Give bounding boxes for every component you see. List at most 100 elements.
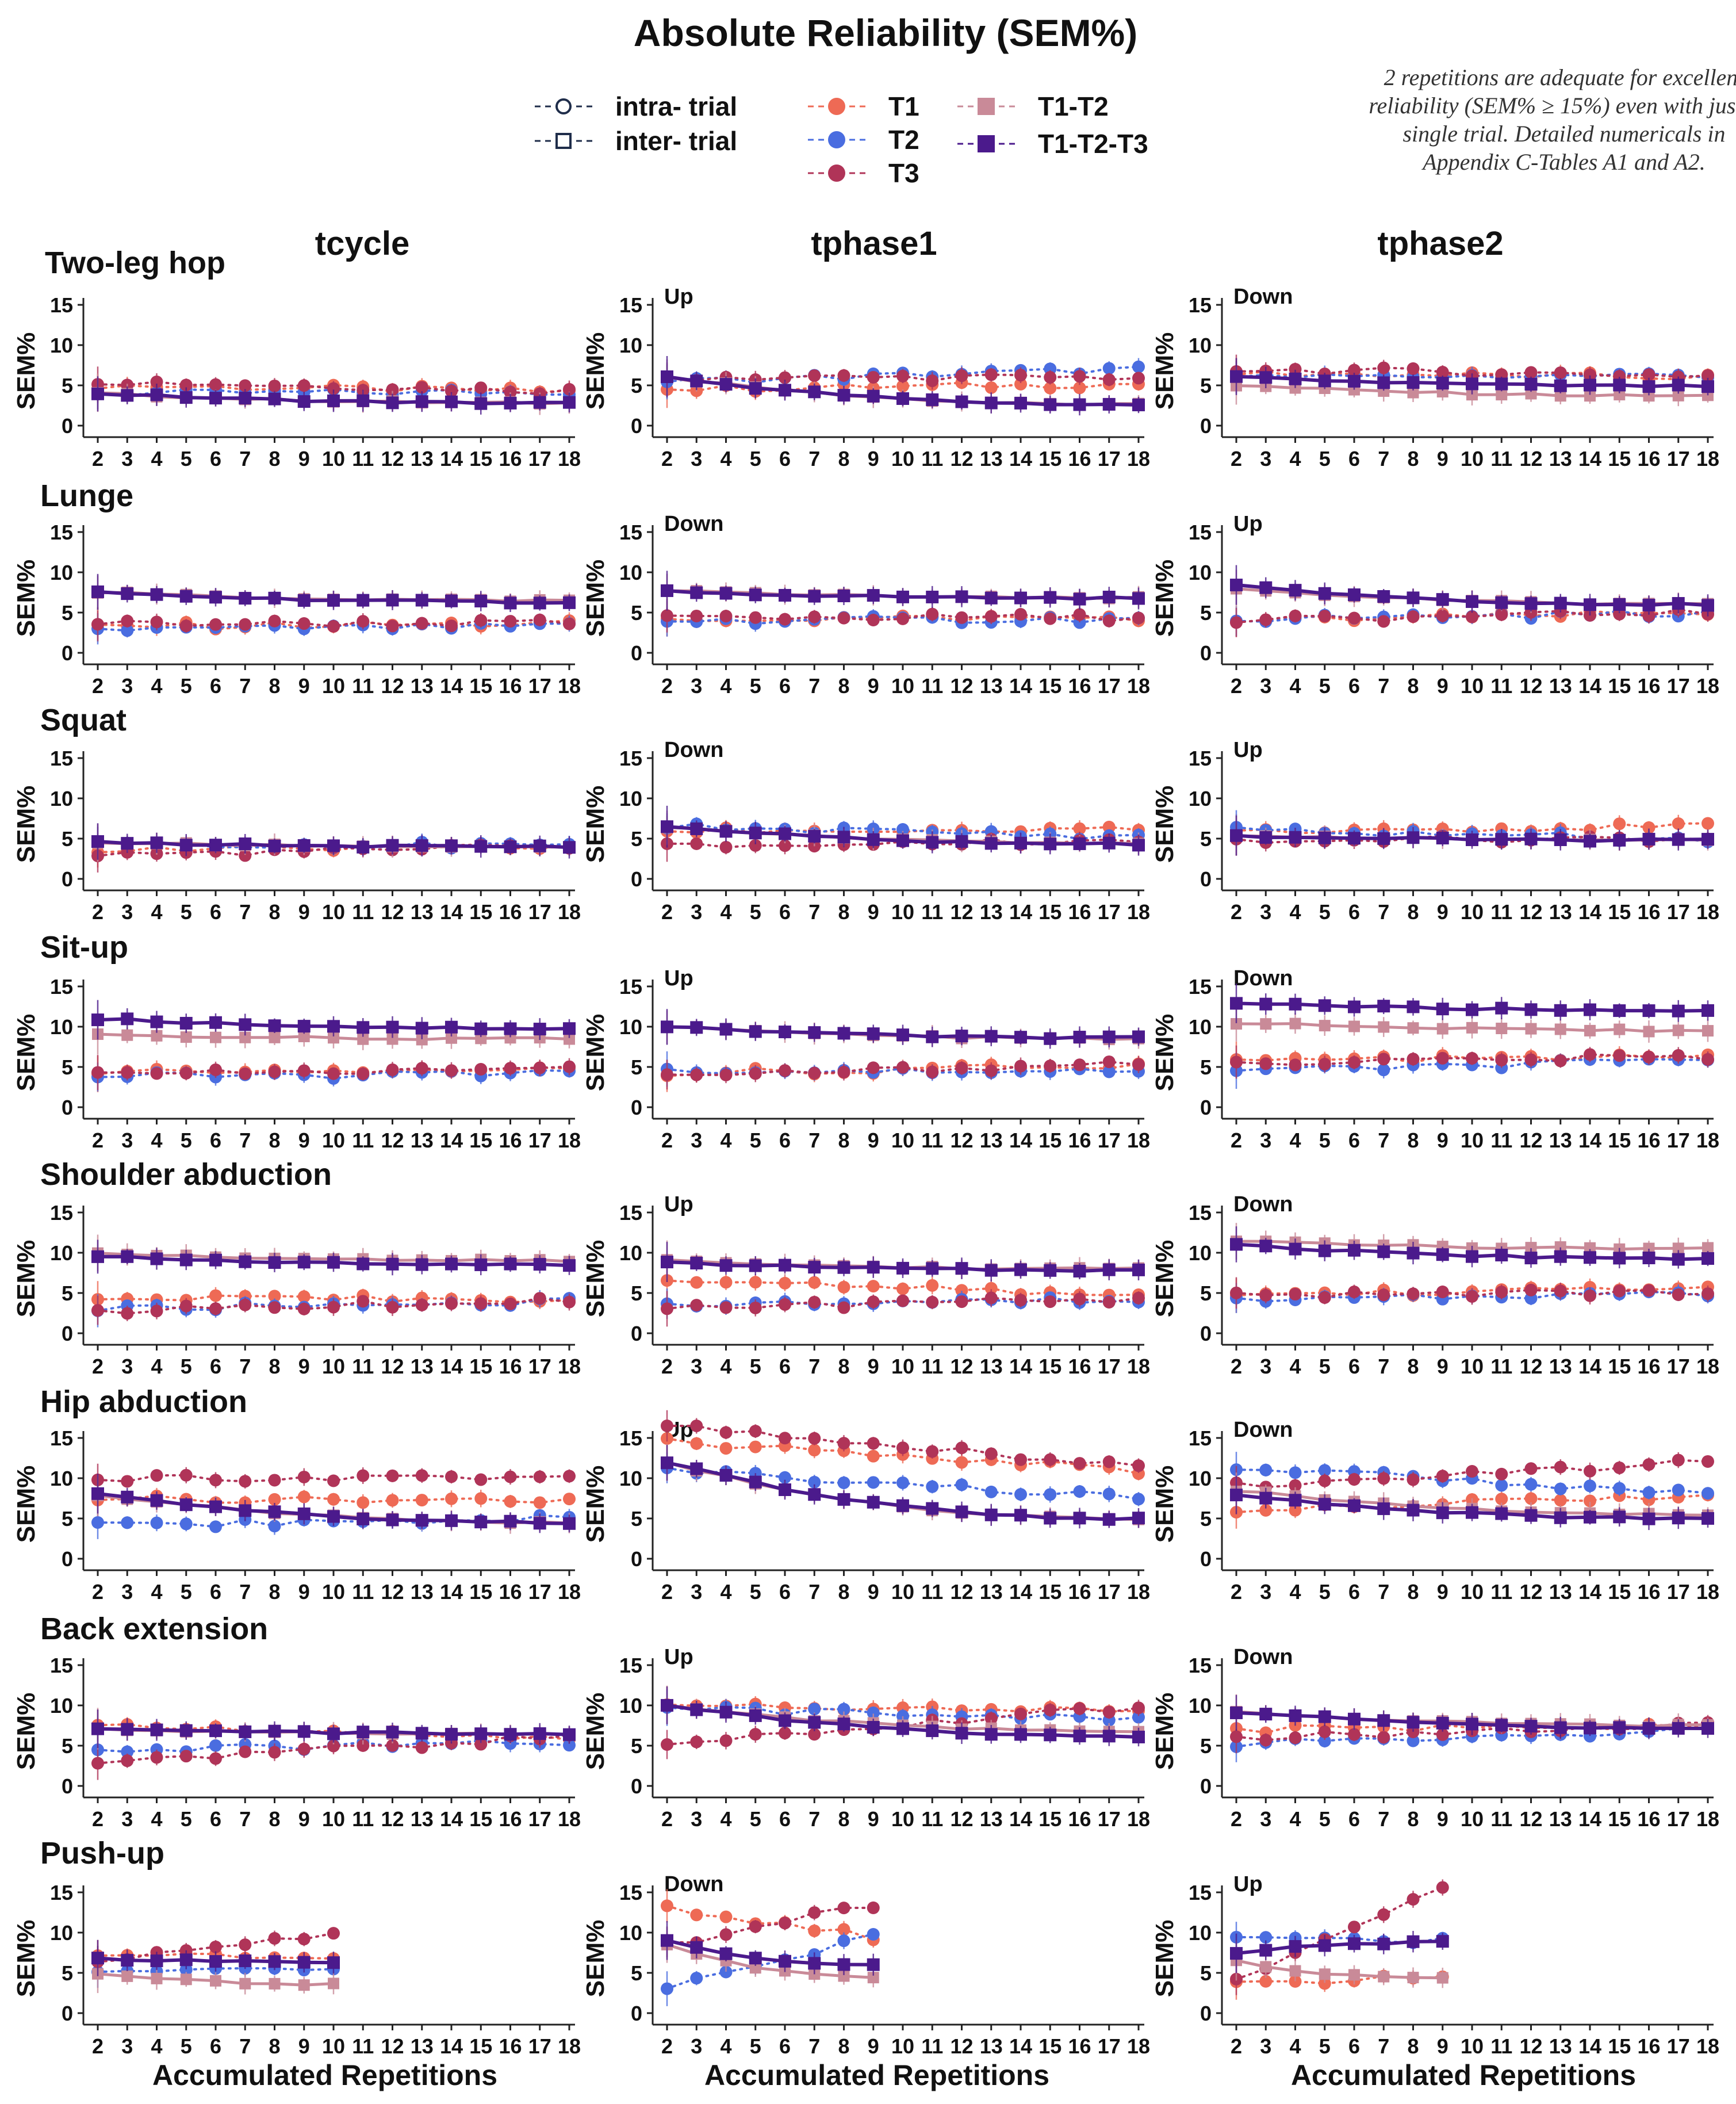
- data-point: [1014, 1294, 1027, 1307]
- x-tick-label: 2: [661, 1128, 673, 1152]
- data-point: [386, 1257, 399, 1271]
- data-point: [121, 1475, 134, 1488]
- data-point: [327, 394, 340, 407]
- data-point: [779, 1471, 791, 1484]
- x-tick-label: 12: [1519, 674, 1542, 698]
- data-point: [719, 1468, 733, 1482]
- data-point: [297, 1507, 311, 1520]
- data-point: [749, 1025, 762, 1038]
- y-tick-label: 10: [50, 561, 73, 584]
- x-tick-label: 13: [980, 1580, 1003, 1604]
- note-line: reliability (SEM% ≥ 15%) even with just …: [1369, 93, 1736, 118]
- data-point: [1642, 380, 1655, 393]
- x-tick-label: 15: [469, 1128, 492, 1152]
- x-tick-label: 11: [352, 1807, 374, 1831]
- data-point: [1289, 1504, 1302, 1517]
- data-point: [1613, 378, 1626, 392]
- data-point: [1672, 1512, 1685, 1525]
- x-tick-label: 12: [381, 2034, 404, 2058]
- x-tick-label: 10: [891, 1580, 914, 1604]
- data-point: [867, 1437, 880, 1450]
- data-point: [121, 1754, 134, 1768]
- data-point: [661, 1068, 673, 1081]
- data-point: [1613, 607, 1626, 621]
- data-point: [1701, 1053, 1714, 1066]
- data-point: [1613, 1721, 1626, 1734]
- data-point: [268, 614, 281, 628]
- data-point: [121, 389, 134, 402]
- data-point: [474, 840, 488, 853]
- data-point: [719, 587, 733, 600]
- data-point: [1102, 1513, 1116, 1526]
- x-tick-label: 18: [1696, 900, 1719, 924]
- data-point: [268, 379, 281, 392]
- x-tick-label: 2: [92, 900, 104, 924]
- data-point: [984, 1712, 998, 1725]
- data-point: [150, 588, 163, 601]
- x-tick-label: 2: [1231, 900, 1242, 924]
- data-point: [1642, 1050, 1655, 1064]
- y-tick-label: 0: [631, 867, 642, 891]
- data-point: [1496, 389, 1508, 401]
- x-tick-label: 5: [750, 1128, 761, 1152]
- x-tick-label: 3: [691, 900, 702, 924]
- data-point: [297, 1470, 311, 1483]
- data-point: [533, 613, 546, 626]
- x-tick-label: 10: [891, 447, 914, 470]
- x-tick-label: 8: [269, 1807, 280, 1831]
- data-point: [357, 1067, 370, 1080]
- series-t1-t2-t3: [1230, 1226, 1714, 1269]
- x-tick-label: 15: [1038, 1355, 1061, 1378]
- data-point: [564, 1033, 575, 1045]
- data-point: [1672, 389, 1684, 401]
- data-point: [837, 1476, 850, 1489]
- data-point: [896, 823, 909, 836]
- x-tick-label: 2: [661, 1807, 673, 1831]
- data-point: [268, 1493, 281, 1506]
- data-point: [268, 1256, 281, 1269]
- x-tick-label: 17: [1098, 1580, 1121, 1604]
- data-point: [1259, 371, 1273, 384]
- data-point: [180, 1973, 192, 1986]
- data-point: [1524, 1053, 1538, 1066]
- data-point: [415, 1514, 428, 1527]
- data-point: [327, 1493, 340, 1506]
- data-point: [297, 839, 311, 852]
- y-tick-label: 5: [62, 601, 73, 625]
- data-point: [1613, 1482, 1626, 1495]
- data-point: [1584, 1048, 1596, 1061]
- data-point: [955, 1061, 968, 1074]
- data-point: [91, 1304, 104, 1317]
- data-point: [896, 1061, 909, 1074]
- data-point: [1014, 396, 1027, 410]
- data-point: [955, 395, 968, 408]
- data-point: [1348, 832, 1361, 845]
- y-tick-label: 0: [631, 414, 642, 438]
- data-point: [1132, 1263, 1145, 1276]
- data-point: [268, 1932, 281, 1945]
- data-point: [1044, 381, 1057, 395]
- data-point: [1014, 377, 1027, 391]
- x-tick-label: 4: [720, 674, 731, 698]
- x-tick-label: 16: [1068, 447, 1091, 470]
- x-tick-label: 17: [1098, 447, 1121, 470]
- x-tick-label: 2: [1231, 447, 1242, 470]
- data-point: [1701, 380, 1714, 393]
- x-tick-label: 5: [750, 1580, 761, 1604]
- x-tick-label: 6: [1348, 447, 1360, 470]
- x-tick-label: 11: [1490, 447, 1512, 470]
- data-point: [298, 1030, 310, 1042]
- data-point: [984, 610, 998, 623]
- panel-label: Down: [664, 512, 723, 536]
- x-tick-label: 18: [558, 1128, 581, 1152]
- x-tick-label: 18: [1696, 447, 1719, 470]
- x-tick-label: 4: [720, 1807, 731, 1831]
- data-point: [808, 1728, 821, 1741]
- data-point: [121, 1066, 134, 1079]
- data-point: [357, 1726, 370, 1739]
- data-point: [357, 1021, 370, 1034]
- x-tick-label: 12: [950, 1128, 973, 1152]
- series-t1-t2-t3: [91, 573, 576, 613]
- data-point: [1436, 1286, 1449, 1299]
- x-tick-label: 9: [868, 447, 879, 470]
